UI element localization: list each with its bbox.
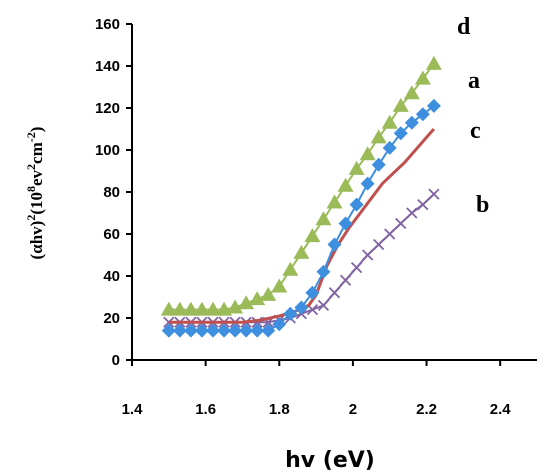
series-c-line xyxy=(168,128,436,324)
series-a-point xyxy=(194,323,209,338)
series-label-b: b xyxy=(476,192,489,218)
series-d-point xyxy=(392,97,409,112)
series-a-point xyxy=(371,157,386,172)
x-tick-label: 1.4 xyxy=(122,401,144,418)
series-a-point xyxy=(294,300,309,315)
series-d-point xyxy=(260,286,277,301)
series-b-point xyxy=(384,228,396,240)
series-d-point xyxy=(293,244,310,259)
series-a xyxy=(161,98,441,338)
series-a-point xyxy=(283,306,298,321)
x-tick-label: 1.6 xyxy=(195,401,216,418)
y-axis-title: (αhv)2(108ev2cm-2) xyxy=(24,127,46,260)
x-tick-label: 1.8 xyxy=(269,401,290,418)
series-a-point xyxy=(316,264,331,279)
series-d-point xyxy=(193,301,210,316)
series-c xyxy=(168,128,436,324)
series-d-point xyxy=(425,55,442,70)
series-a-line xyxy=(168,105,435,332)
series-d-point xyxy=(414,70,431,85)
series-d-point xyxy=(160,301,177,316)
series-d-point xyxy=(304,228,321,243)
series-b-point xyxy=(350,261,363,274)
x-axis-title: hv (eV) xyxy=(285,448,375,472)
series-d-line xyxy=(168,63,435,311)
ticks-layer: 0 20 40 60 80 100 120 140 160 1.4 1.6 1.8 2 2.2 2.4 xyxy=(95,16,511,418)
y-tick-label: 160 xyxy=(95,16,120,33)
series-d-point xyxy=(205,301,221,316)
series-d-point xyxy=(227,299,244,314)
series-d-point xyxy=(182,301,199,316)
series-layer xyxy=(160,55,442,338)
series-a-point xyxy=(404,115,419,130)
series-a-point xyxy=(239,323,254,338)
series-b-point xyxy=(361,249,374,261)
series-a-point xyxy=(305,285,320,300)
series-label-a: a xyxy=(468,68,480,94)
series-a-point xyxy=(382,140,397,155)
series-a-point xyxy=(250,323,265,338)
series-d-point xyxy=(370,129,387,144)
series-a-point xyxy=(415,107,430,122)
series-a-point xyxy=(228,323,243,338)
series-b-point xyxy=(406,207,418,219)
y-tick-label: 40 xyxy=(103,268,120,285)
series-label-c: c xyxy=(470,118,481,144)
series-d-point xyxy=(348,160,365,175)
series-a-point xyxy=(360,176,375,191)
x-tick-label: 2.4 xyxy=(490,401,512,418)
series-d-point xyxy=(282,261,299,276)
series-d-point xyxy=(171,301,188,316)
series-a-point xyxy=(172,323,187,338)
series-b-point xyxy=(339,274,352,286)
series-a-point xyxy=(393,126,408,141)
y-tick-label: 80 xyxy=(103,184,120,201)
series-a-point xyxy=(327,237,342,252)
series-d xyxy=(160,55,442,316)
series-d-point xyxy=(337,177,354,192)
series-d-point xyxy=(326,194,343,209)
series-a-point xyxy=(272,317,287,332)
series-a-point xyxy=(217,323,232,338)
series-d-point xyxy=(359,146,376,161)
series-a-point xyxy=(161,323,176,338)
series-a-point xyxy=(183,323,198,338)
y-tick-label: 140 xyxy=(95,58,120,75)
x-tick-label: 2 xyxy=(349,401,357,418)
series-a-point xyxy=(206,323,220,338)
series-b-point xyxy=(317,299,330,312)
series-d-point xyxy=(249,291,266,306)
series-label-d: d xyxy=(457,14,471,40)
series-a-point xyxy=(338,216,353,231)
series-d-point xyxy=(238,295,255,310)
series-d-point xyxy=(381,114,398,129)
series-b-point xyxy=(328,287,341,299)
series-b-point xyxy=(428,188,440,200)
series-d-point xyxy=(315,211,332,226)
y-tick-label: 60 xyxy=(103,226,120,243)
y-tick-label: 20 xyxy=(103,310,120,327)
series-a-point xyxy=(349,197,364,212)
series-d-point xyxy=(403,85,420,100)
series-b-point xyxy=(373,238,385,251)
y-tick-label: 0 xyxy=(112,352,120,369)
x-tick-label: 2.2 xyxy=(416,401,437,418)
series-a-point xyxy=(426,98,441,113)
y-tick-label: 120 xyxy=(95,100,120,117)
series-d-point xyxy=(271,278,288,293)
series-a-point xyxy=(261,323,276,338)
series-b-point xyxy=(395,217,407,230)
series-b-point xyxy=(417,198,429,211)
y-tick-label: 100 xyxy=(95,142,120,159)
